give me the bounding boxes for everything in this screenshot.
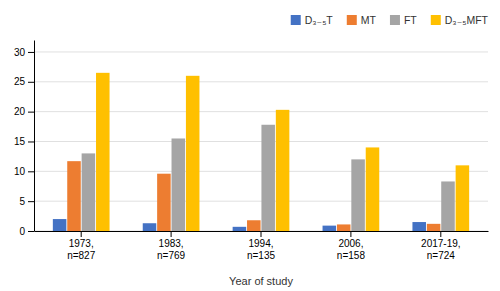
x-axis: 1973,n=827 1983,n=769 1994,n=135 2006,n=158…: [35, 231, 489, 261]
x-tick-label: 1983,n=769: [157, 238, 186, 261]
x-tick-mark: [261, 231, 262, 237]
y-tick-mark: [28, 52, 34, 53]
x-tick-label-line: 1983,: [159, 238, 184, 249]
x-tick-mark: [440, 231, 441, 237]
legend-label: FT: [404, 14, 417, 26]
bar: [157, 174, 171, 231]
x-tick-label: 1994,n=135: [247, 238, 276, 261]
x-tick-label-line: 2006,: [338, 238, 363, 249]
x-tick-label-line: n=827: [67, 250, 96, 261]
y-tick-mark: [28, 82, 34, 83]
legend-item: MT: [347, 14, 377, 26]
y-tick-label: 5: [19, 196, 25, 207]
bar: [233, 227, 247, 231]
x-tick: 2006,n=158: [337, 231, 366, 261]
bar: [351, 159, 365, 231]
legend-swatch: [347, 15, 357, 25]
x-tick-label: 1973,n=827: [67, 238, 96, 261]
y-tick-label: 15: [14, 136, 26, 147]
legend-item: FT: [390, 14, 417, 26]
y-tick: 0: [19, 226, 34, 237]
bar: [96, 73, 110, 231]
x-tick-mark: [171, 231, 172, 237]
x-tick-mark: [350, 231, 351, 237]
y-tick-label: 20: [14, 106, 26, 117]
x-tick-label-line: 1994,: [248, 238, 273, 249]
x-tick: 2017-19,n=724: [421, 231, 460, 261]
x-tick-label-line: 2017-19,: [421, 238, 460, 249]
plot: 0510152025301973,n=8271983,n=7691994,n=1…: [14, 41, 489, 261]
y-tick-mark: [28, 112, 34, 113]
bar: [337, 224, 351, 231]
y-tick-label: 0: [19, 226, 25, 237]
y-axis: 0 5 10 15 20 25 30: [14, 41, 35, 237]
bar: [427, 224, 441, 231]
legend: D₃₋₅T MT FT D₃₋₅MFT: [291, 14, 489, 26]
y-tick-mark: [28, 171, 34, 172]
bar: [366, 147, 380, 231]
legend-label: MT: [361, 14, 377, 26]
bar: [276, 110, 290, 231]
series: [96, 73, 469, 231]
y-tick: 15: [14, 136, 34, 147]
bar: [441, 181, 455, 231]
bar: [247, 220, 261, 231]
legend-swatch: [390, 15, 400, 25]
x-tick-label-line: n=135: [247, 250, 276, 261]
x-tick-mark: [81, 231, 82, 237]
x-tick: 1973,n=827: [67, 231, 96, 261]
y-tick: 25: [14, 76, 34, 87]
bar: [82, 153, 96, 231]
legend-swatch: [431, 15, 441, 25]
x-tick-label: 2006,n=158: [337, 238, 366, 261]
bar: [323, 226, 337, 231]
legend-item: D₃₋₅MFT: [431, 14, 489, 26]
x-axis-title: Year of study: [229, 275, 293, 287]
bars: [53, 73, 469, 231]
y-tick-label: 10: [14, 166, 26, 177]
x-tick: 1994,n=135: [247, 231, 276, 261]
bar: [186, 76, 200, 231]
bar: [172, 138, 186, 231]
bar: [456, 165, 470, 231]
y-tick-mark: [28, 201, 34, 202]
y-tick-mark: [28, 231, 34, 232]
legend-swatch: [291, 15, 301, 25]
series: [67, 161, 440, 231]
bar: [143, 223, 157, 231]
grid-line: [34, 51, 488, 52]
y-tick: 20: [14, 106, 34, 117]
grid: [34, 52, 488, 231]
x-tick-label-line: 1973,: [69, 238, 94, 249]
x-tick-label-line: n=724: [427, 250, 456, 261]
legend-label: D₃₋₅T: [305, 14, 334, 26]
x-tick-label-line: n=769: [157, 250, 186, 261]
y-axis-line: [34, 41, 35, 232]
bar: [412, 222, 426, 231]
x-tick: 1983,n=769: [157, 231, 186, 261]
y-tick-label: 25: [14, 76, 26, 87]
y-tick-mark: [28, 141, 34, 142]
chart: 0510152025301973,n=8271983,n=7691994,n=1…: [0, 0, 500, 291]
legend-item: D₃₋₅T: [291, 14, 334, 26]
legend-label: D₃₋₅MFT: [445, 14, 489, 26]
bar: [261, 125, 275, 231]
series: [82, 125, 455, 231]
y-tick-label: 30: [14, 47, 26, 58]
x-tick-label: 2017-19,n=724: [421, 238, 460, 261]
bar: [53, 219, 67, 231]
y-tick: 5: [19, 196, 34, 207]
x-tick-label-line: n=158: [337, 250, 366, 261]
bar: [67, 161, 81, 231]
y-tick: 10: [14, 166, 34, 177]
y-tick: 30: [14, 47, 34, 58]
